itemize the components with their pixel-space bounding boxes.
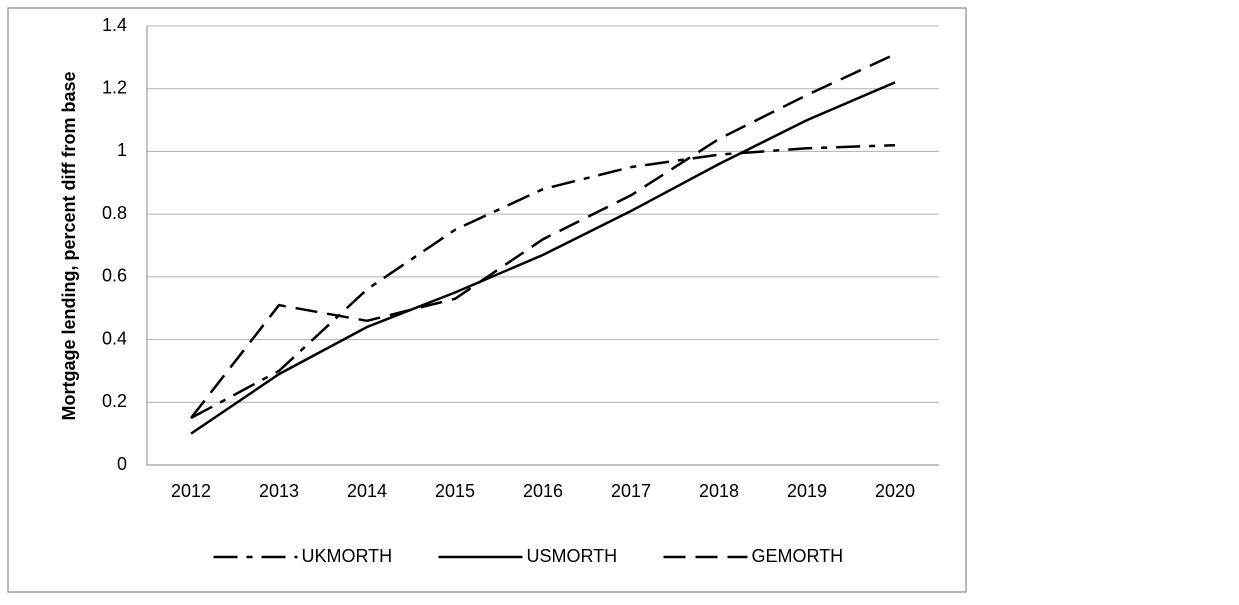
x-tick-label: 2014 — [347, 481, 387, 501]
x-tick-label: 2019 — [787, 481, 827, 501]
x-tick-label: 2013 — [259, 481, 299, 501]
y-tick-label: 0.8 — [102, 203, 127, 223]
x-tick-label: 2018 — [699, 481, 739, 501]
y-axis-title: Mortgage lending, percent diff from base — [59, 71, 79, 420]
x-tick-label: 2012 — [171, 481, 211, 501]
y-tick-label: 0.2 — [102, 391, 127, 411]
series-line — [190, 143, 896, 420]
legend-label: USMORTH — [527, 546, 618, 566]
y-tick-label: 0 — [117, 454, 127, 474]
x-tick-label: 2020 — [875, 481, 915, 501]
legend-label: UKMORTH — [302, 546, 393, 566]
y-tick-label: 1 — [117, 140, 127, 160]
legend-label: GEMORTH — [752, 546, 844, 566]
y-tick-label: 0.4 — [102, 328, 127, 348]
series-line — [190, 81, 896, 435]
x-tick-label: 2017 — [611, 481, 651, 501]
series-line — [190, 53, 896, 419]
y-tick-label: 1.2 — [102, 77, 127, 97]
y-tick-label: 1.4 — [102, 15, 127, 35]
x-tick-label: 2016 — [523, 481, 563, 501]
chart-frame — [7, 7, 967, 593]
x-tick-label: 2015 — [435, 481, 475, 501]
y-tick-label: 0.6 — [102, 266, 127, 286]
